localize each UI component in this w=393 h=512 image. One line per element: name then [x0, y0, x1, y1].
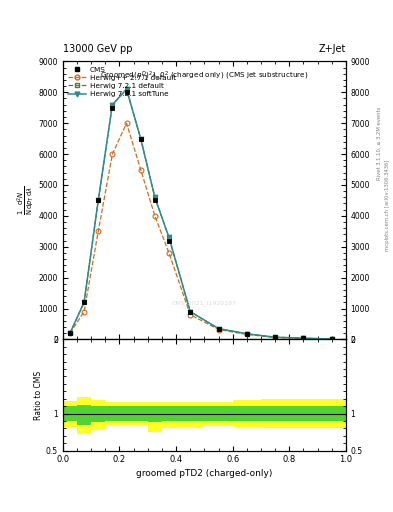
Text: Rivet 3.1.10, ≥ 3.2M events: Rivet 3.1.10, ≥ 3.2M events	[377, 106, 382, 180]
Y-axis label: $\frac{1}{\mathrm{N}}\frac{\mathrm{d}^2N}{\mathrm{d}p_T\,\mathrm{d}\lambda}$: $\frac{1}{\mathrm{N}}\frac{\mathrm{d}^2N…	[15, 186, 36, 215]
X-axis label: groomed pTD2 (charged-only): groomed pTD2 (charged-only)	[136, 468, 273, 478]
Legend: CMS, Herwig++ 2.7.1 default, Herwig 7.2.1 default, Herwig 7.2.1 softTune: CMS, Herwig++ 2.7.1 default, Herwig 7.2.…	[65, 63, 178, 100]
Text: Groomed$(p_T^D)^2\lambda\_0^2$ (charged only) (CMS jet substructure): Groomed$(p_T^D)^2\lambda\_0^2$ (charged …	[100, 70, 309, 83]
Text: Z+Jet: Z+Jet	[318, 44, 346, 54]
Text: CMS_2021_I1920187: CMS_2021_I1920187	[172, 301, 237, 306]
Text: mcplots.cern.ch [arXiv:1306.3436]: mcplots.cern.ch [arXiv:1306.3436]	[385, 159, 389, 250]
Y-axis label: Ratio to CMS: Ratio to CMS	[34, 370, 43, 419]
Text: 13000 GeV pp: 13000 GeV pp	[63, 44, 132, 54]
